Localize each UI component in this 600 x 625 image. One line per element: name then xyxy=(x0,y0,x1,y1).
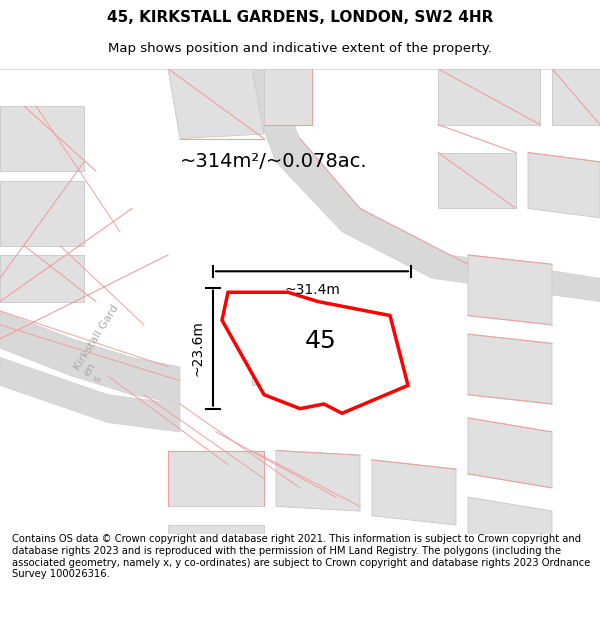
Polygon shape xyxy=(264,69,312,124)
Polygon shape xyxy=(528,152,600,218)
Polygon shape xyxy=(0,357,180,432)
Polygon shape xyxy=(240,69,600,301)
Polygon shape xyxy=(0,181,84,246)
Text: Contains OS data © Crown copyright and database right 2021. This information is : Contains OS data © Crown copyright and d… xyxy=(12,534,590,579)
Polygon shape xyxy=(438,69,540,124)
Polygon shape xyxy=(552,69,600,124)
Polygon shape xyxy=(168,69,264,139)
Polygon shape xyxy=(372,460,456,525)
Polygon shape xyxy=(0,106,84,171)
Text: ~23.6m: ~23.6m xyxy=(191,320,205,376)
Polygon shape xyxy=(222,292,408,413)
Text: 45, KIRKSTALL GARDENS, LONDON, SW2 4HR: 45, KIRKSTALL GARDENS, LONDON, SW2 4HR xyxy=(107,9,493,24)
Text: ~31.4m: ~31.4m xyxy=(284,283,340,297)
Polygon shape xyxy=(468,418,552,488)
Polygon shape xyxy=(168,451,264,506)
Polygon shape xyxy=(438,152,516,209)
Text: Kirkstall Gard
en
s: Kirkstall Gard en s xyxy=(72,302,140,384)
Polygon shape xyxy=(168,525,264,534)
Text: 45: 45 xyxy=(305,329,337,353)
Polygon shape xyxy=(468,255,552,325)
Polygon shape xyxy=(0,255,84,301)
Polygon shape xyxy=(468,497,552,534)
Text: Map shows position and indicative extent of the property.: Map shows position and indicative extent… xyxy=(108,42,492,54)
Polygon shape xyxy=(0,311,180,404)
Polygon shape xyxy=(468,334,552,404)
Polygon shape xyxy=(276,451,360,511)
Text: ~314m²/~0.078ac.: ~314m²/~0.078ac. xyxy=(180,152,368,171)
Polygon shape xyxy=(252,329,324,386)
